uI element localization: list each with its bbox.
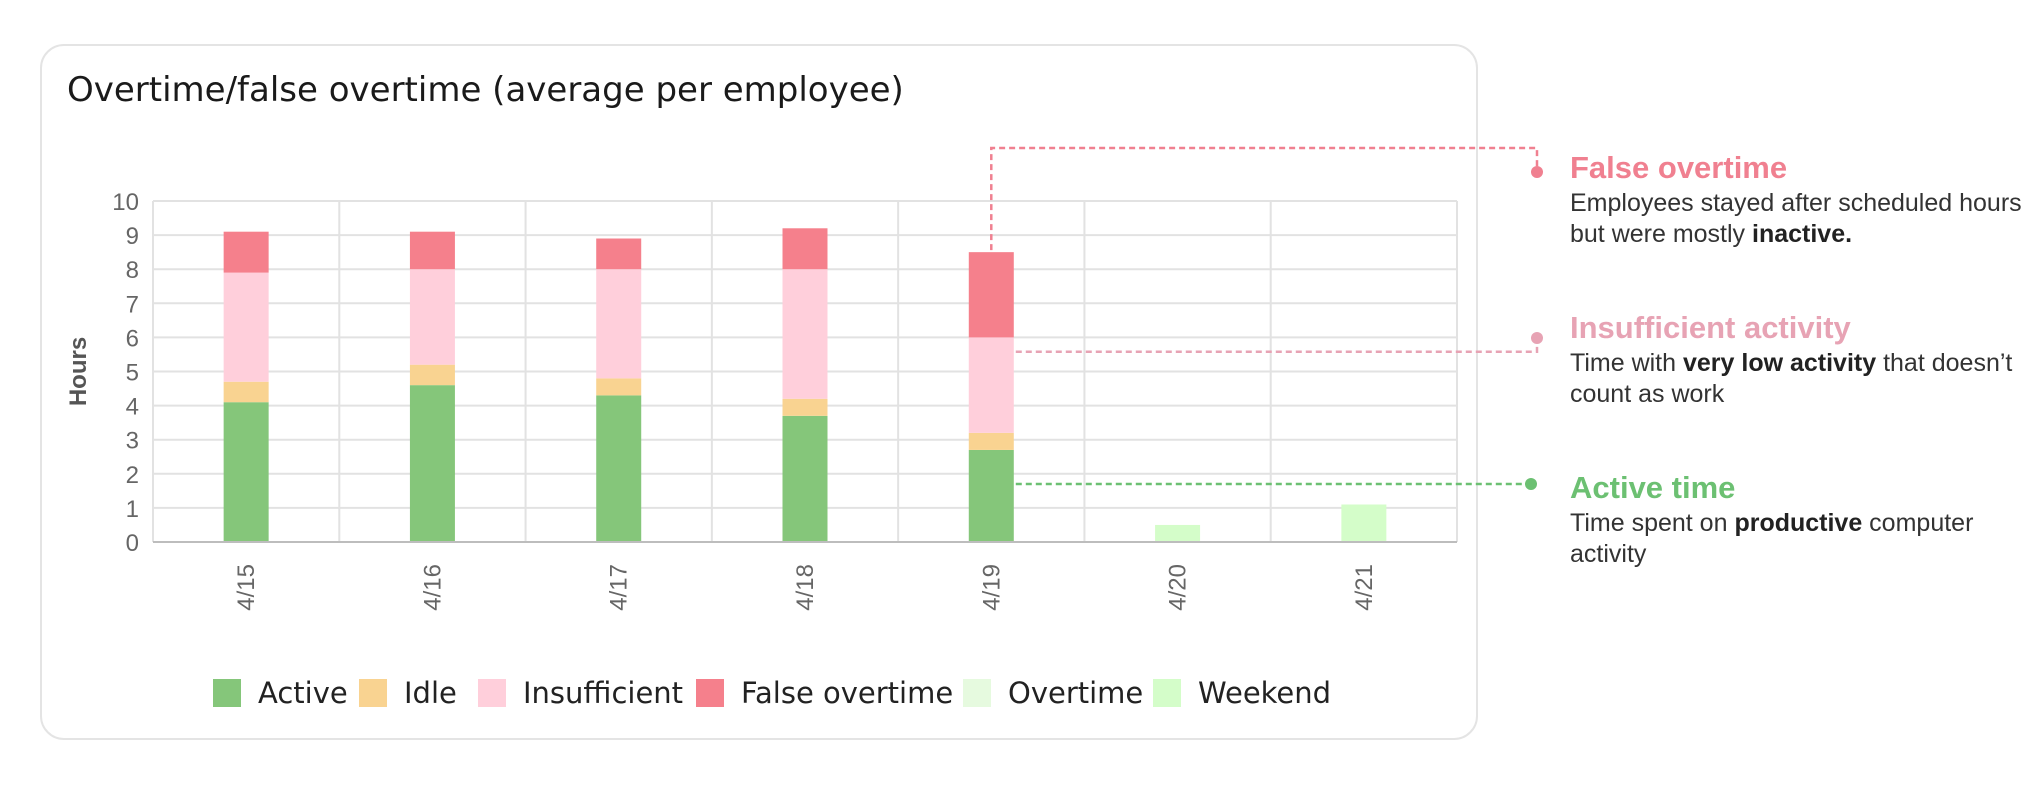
callout-false-overtime: False overtime Employees stayed after sc… [1570, 150, 2030, 250]
bar-idle-4-17 [596, 378, 642, 396]
bar-active-4-19 [968, 449, 1014, 542]
y-tick-label: 3 [126, 428, 139, 455]
callout-false-overtime-title: False overtime [1570, 150, 1788, 185]
bars [223, 228, 1387, 542]
bar-idle-4-16 [409, 364, 455, 386]
callout-connectors [990, 146, 1543, 490]
bar-false-overtime-4-16 [409, 231, 455, 270]
bar-idle-4-19 [968, 432, 1014, 450]
connector-dot-insufficient [1531, 332, 1543, 344]
legend-swatch-overtime [963, 679, 991, 707]
callout-false-overtime-desc: Employees stayed after scheduled hours b… [1570, 189, 2022, 248]
connector-dot-false-overtime [1531, 166, 1543, 178]
callout-active-time: Active time Time spent on productive com… [1570, 470, 2030, 570]
callout-insufficient-title: Insufficient activity [1570, 310, 1851, 345]
bar-false-overtime-4-15 [223, 231, 269, 273]
legend-label-active: Active [258, 676, 348, 710]
legend-label-insufficient: Insufficient [523, 676, 683, 710]
legend-swatch-insufficient [478, 679, 506, 707]
x-tick-label: 4/19 [978, 564, 1005, 611]
callout-insufficient-desc: Time with very low activity that doesn’t… [1570, 349, 2013, 408]
y-tick-label: 9 [126, 223, 139, 250]
bar-false-overtime-4-18 [782, 228, 828, 270]
legend-label-idle: Idle [404, 676, 457, 710]
bar-weekend-4-20 [1155, 524, 1201, 542]
legend-swatch-false-overtime [696, 679, 724, 707]
connector-false-overtime [990, 146, 1539, 251]
legend-swatch-weekend [1153, 679, 1181, 707]
x-tick-label: 4/18 [792, 564, 819, 611]
bar-idle-4-15 [223, 381, 269, 403]
legend: Active Idle Insufficient False overtime Over… [213, 676, 1331, 710]
bar-active-4-17 [596, 395, 642, 542]
axes: 0 1 2 3 4 5 6 7 8 9 10 Hours 4/15 4/16 4/17 4/18 4/19 4/2… [65, 189, 1457, 611]
legend-swatch-active [213, 679, 241, 707]
callout-active-desc: Time spent on productive computer activi… [1570, 509, 1974, 568]
y-tick-label: 8 [126, 257, 139, 284]
chart-card [40, 44, 1478, 740]
bar-active-4-18 [782, 415, 828, 542]
bar-weekend-4-21 [1341, 504, 1387, 542]
y-tick-label: 7 [126, 291, 139, 318]
legend-label-overtime: Overtime [1008, 676, 1143, 710]
x-tick-label: 4/21 [1351, 564, 1378, 611]
legend-label-weekend: Weekend [1198, 676, 1331, 710]
bar-insufficient-4-15 [223, 272, 269, 382]
x-tick-label: 4/16 [419, 564, 446, 611]
y-tick-label: 10 [112, 189, 139, 216]
x-tick-label: 4/15 [233, 564, 260, 611]
y-tick-label: 0 [126, 530, 139, 557]
bar-insufficient-4-17 [596, 269, 642, 379]
x-tick-label: 4/20 [1165, 564, 1192, 611]
connector-dot-active [1525, 477, 1537, 490]
y-axis-label: Hours [65, 337, 92, 406]
connector-insufficient [1015, 338, 1539, 353]
bar-idle-4-18 [782, 398, 828, 416]
y-tick-label: 5 [126, 360, 139, 387]
bar-false-overtime-4-17 [596, 238, 642, 270]
legend-label-false-overtime: False overtime [741, 676, 953, 710]
y-tick-label: 2 [126, 462, 139, 489]
callout-insufficient-activity: Insufficient activity Time with very low… [1570, 310, 2030, 410]
bar-false-overtime-4-19 [968, 252, 1014, 338]
y-tick-label: 1 [126, 496, 139, 523]
bar-insufficient-4-19 [968, 337, 1014, 433]
bar-active-4-15 [223, 402, 269, 542]
bar-active-4-16 [409, 385, 455, 542]
bar-insufficient-4-18 [782, 269, 828, 399]
callout-active-title: Active time [1570, 470, 1736, 505]
y-tick-label: 4 [126, 394, 139, 421]
chart-title: Overtime/false overtime (average per emp… [67, 70, 904, 110]
legend-swatch-idle [359, 679, 387, 707]
x-tick-label: 4/17 [606, 564, 633, 611]
y-tick-label: 6 [126, 325, 139, 352]
bar-insufficient-4-16 [409, 269, 455, 365]
